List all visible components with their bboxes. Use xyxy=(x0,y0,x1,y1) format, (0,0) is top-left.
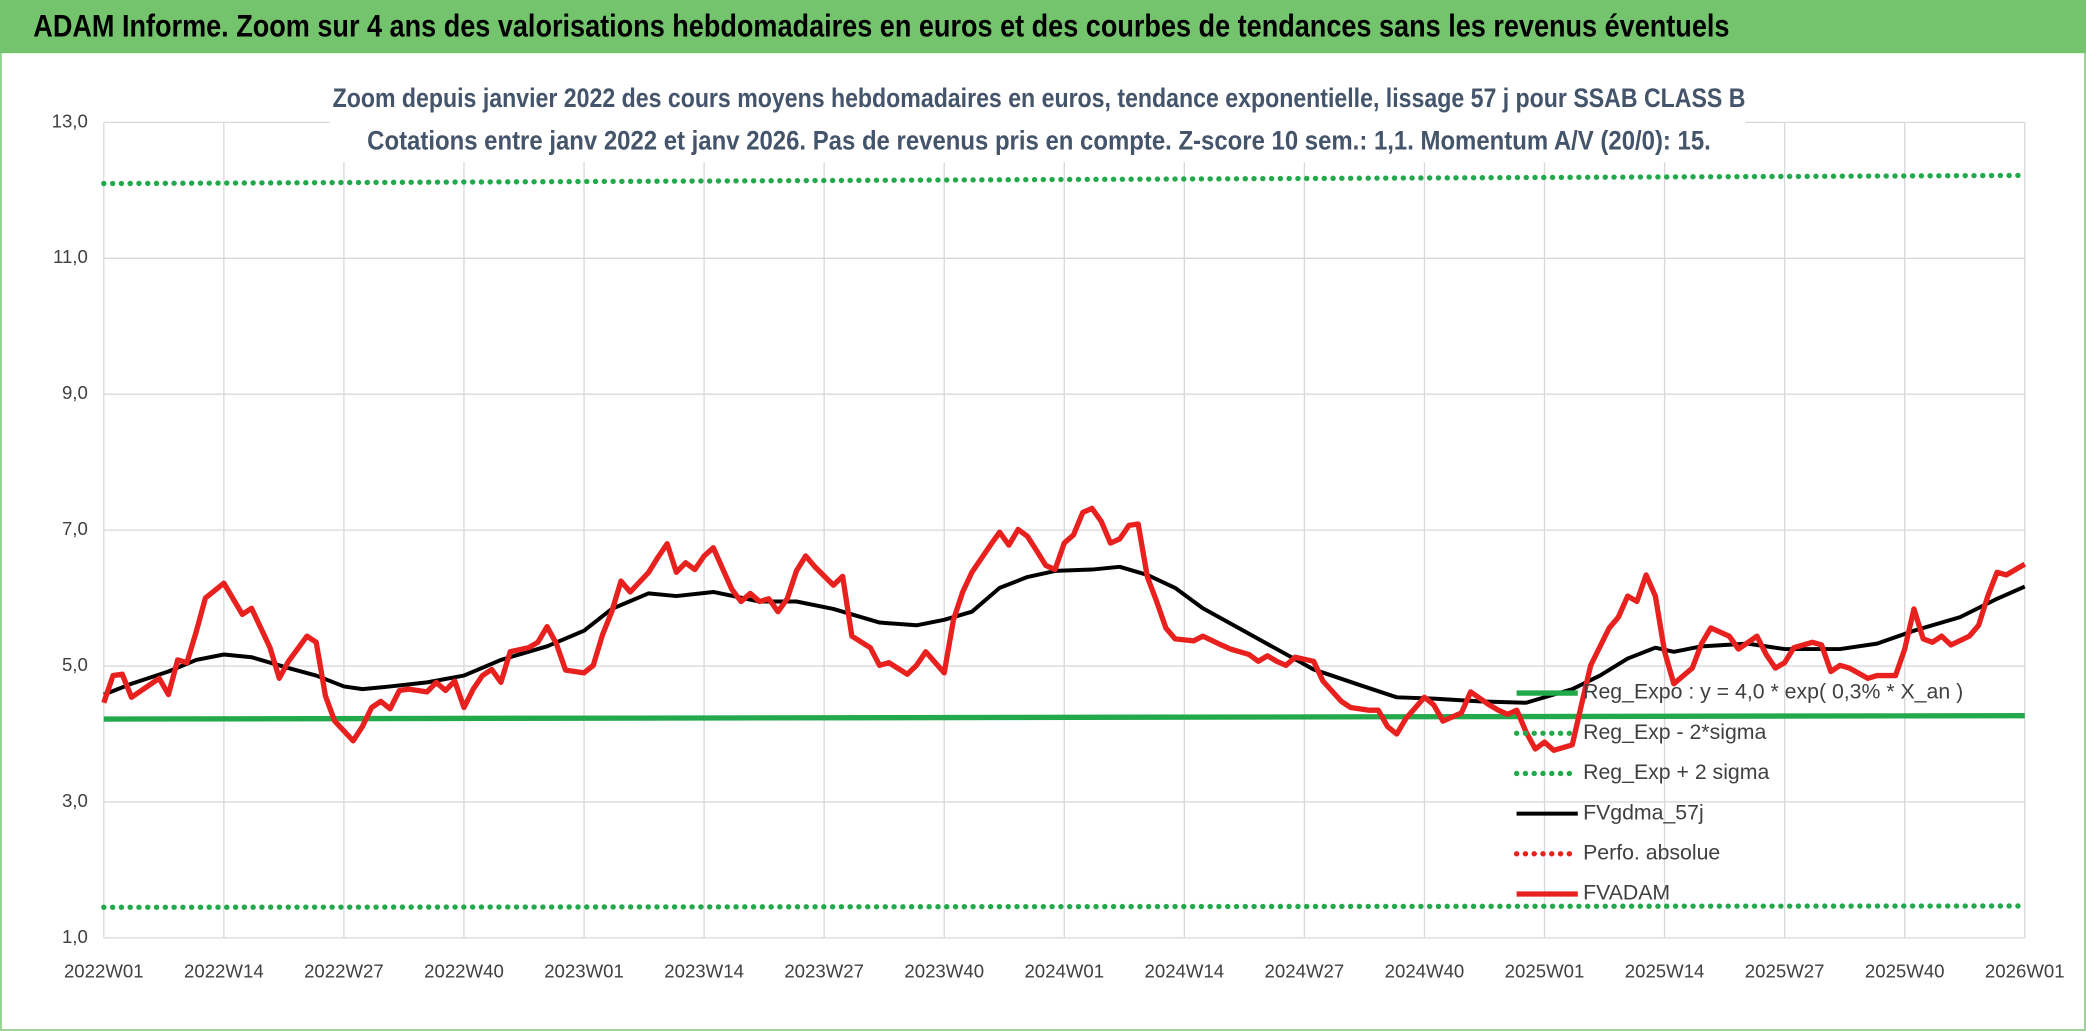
y-tick-label: 7,0 xyxy=(62,518,88,539)
x-tick-label: 2025W27 xyxy=(1745,960,1825,981)
x-tick-label: 2022W01 xyxy=(64,960,144,981)
y-tick-label: 5,0 xyxy=(62,654,88,675)
y-tick-label: 9,0 xyxy=(62,382,88,403)
legend-label: FVgdma_57j xyxy=(1583,800,1704,824)
chart-title: Zoom depuis janvier 2022 des cours moyen… xyxy=(333,83,1746,113)
x-tick-label: 2022W40 xyxy=(424,960,504,981)
legend-label: Perfo. absolue xyxy=(1583,840,1720,864)
legend-label: FVADAM xyxy=(1583,881,1670,905)
x-tick-label: 2025W14 xyxy=(1625,960,1705,981)
title-background xyxy=(329,77,1746,163)
y-tick-label: 13,0 xyxy=(52,110,88,131)
series-line xyxy=(103,712,2025,722)
chart-subtitle: Cotations entre janv 2022 et janv 2026. … xyxy=(367,125,1711,155)
plot xyxy=(101,172,2028,910)
x-tick-label: 2025W40 xyxy=(1865,960,1945,981)
header-title: ADAM Informe. Zoom sur 4 ans des valoris… xyxy=(33,7,1729,43)
x-tick-label: 2024W27 xyxy=(1265,960,1345,981)
x-tick-label: 2023W01 xyxy=(544,960,624,981)
x-tick-label: 2024W40 xyxy=(1385,960,1465,981)
x-tick-label: 2023W40 xyxy=(904,960,984,981)
legend-label: Reg_Exp + 2 sigma xyxy=(1583,760,1769,784)
header-bar xyxy=(0,0,2086,54)
x-tick-label: 2022W27 xyxy=(304,960,384,981)
y-tick-label: 1,0 xyxy=(62,926,88,947)
legend: Reg_Expo : y = 4,0 * exp( 0,3% * X_an ) R… xyxy=(1513,680,1963,905)
x-tick-label: 2022W14 xyxy=(184,960,264,981)
x-tick-label: 2024W01 xyxy=(1024,960,1104,981)
x-tick-label: 2025W01 xyxy=(1505,960,1585,981)
x-tick-label: 2023W14 xyxy=(664,960,744,981)
x-tick-label: 2024W14 xyxy=(1145,960,1225,981)
series-line xyxy=(103,564,2026,705)
x-tick-label: 2026W01 xyxy=(1985,960,2065,981)
y-tick-label: 11,0 xyxy=(53,246,88,267)
y-tick-label: 3,0 xyxy=(62,790,88,811)
series-line xyxy=(101,505,2027,753)
x-tick-label: 2023W27 xyxy=(784,960,864,981)
legend-label: Reg_Exp - 2*sigma xyxy=(1583,720,1766,744)
legend-label: Reg_Expo : y = 4,0 * exp( 0,3% * X_an ) xyxy=(1583,680,1963,704)
